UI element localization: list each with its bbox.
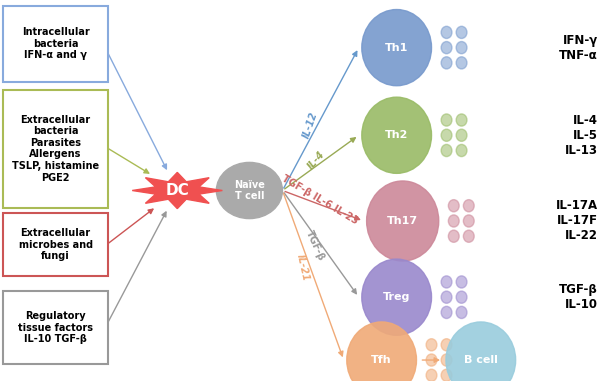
Ellipse shape [426, 339, 437, 351]
Text: Extracellular
bacteria
Parasites
Allergens
TSLP, histamine
PGE2: Extracellular bacteria Parasites Allerge… [12, 115, 99, 182]
Ellipse shape [463, 230, 474, 242]
Ellipse shape [456, 26, 467, 38]
Ellipse shape [441, 129, 452, 141]
Ellipse shape [441, 306, 452, 319]
Ellipse shape [456, 144, 467, 157]
Text: DC: DC [165, 183, 189, 198]
Text: TGF-β: TGF-β [304, 229, 326, 262]
Ellipse shape [441, 276, 452, 288]
Ellipse shape [441, 57, 452, 69]
Text: Th17: Th17 [387, 216, 418, 226]
Ellipse shape [441, 291, 452, 303]
Ellipse shape [441, 369, 452, 381]
Text: IL-12: IL-12 [301, 110, 319, 139]
Ellipse shape [441, 339, 452, 351]
Text: IL-17A
IL-17F
IL-22: IL-17A IL-17F IL-22 [556, 200, 598, 242]
Ellipse shape [448, 215, 459, 227]
Ellipse shape [456, 291, 467, 303]
Text: TGF-β IL-6 IL-23: TGF-β IL-6 IL-23 [279, 174, 359, 226]
Ellipse shape [456, 306, 467, 319]
Ellipse shape [367, 181, 439, 261]
Ellipse shape [448, 200, 459, 212]
FancyBboxPatch shape [3, 213, 108, 276]
Ellipse shape [463, 200, 474, 212]
Ellipse shape [441, 354, 452, 366]
Ellipse shape [347, 322, 416, 381]
Text: Intracellular
bacteria
IFN-α and γ: Intracellular bacteria IFN-α and γ [22, 27, 90, 61]
Text: Th1: Th1 [385, 43, 408, 53]
Ellipse shape [426, 354, 437, 366]
Ellipse shape [456, 114, 467, 126]
Text: TGF-β
IL-10: TGF-β IL-10 [560, 283, 598, 311]
Ellipse shape [441, 144, 452, 157]
Text: Th2: Th2 [385, 130, 408, 140]
Ellipse shape [362, 97, 432, 173]
Ellipse shape [362, 259, 432, 335]
Ellipse shape [362, 10, 432, 86]
FancyBboxPatch shape [3, 291, 108, 364]
Ellipse shape [456, 57, 467, 69]
Ellipse shape [426, 369, 437, 381]
Text: IL-4
IL-5
IL-13: IL-4 IL-5 IL-13 [565, 114, 598, 157]
Text: Naïve
T cell: Naïve T cell [234, 180, 265, 201]
Text: Extracellular
microbes and
fungi: Extracellular microbes and fungi [19, 228, 93, 261]
FancyBboxPatch shape [3, 6, 108, 82]
FancyBboxPatch shape [3, 90, 108, 208]
Text: IL-21: IL-21 [295, 253, 311, 282]
Ellipse shape [441, 42, 452, 54]
Text: IL-4: IL-4 [305, 149, 327, 171]
Text: Tfh: Tfh [371, 355, 392, 365]
Ellipse shape [216, 162, 282, 219]
Ellipse shape [463, 215, 474, 227]
Text: B cell: B cell [464, 355, 498, 365]
Text: IFN-γ
TNF-α: IFN-γ TNF-α [560, 34, 598, 62]
Polygon shape [132, 172, 222, 209]
Ellipse shape [446, 322, 516, 381]
Ellipse shape [448, 230, 459, 242]
Text: Treg: Treg [383, 292, 410, 302]
Ellipse shape [456, 42, 467, 54]
Text: Regulatory
tissue factors
IL-10 TGF-β: Regulatory tissue factors IL-10 TGF-β [18, 311, 93, 344]
Ellipse shape [441, 114, 452, 126]
Ellipse shape [456, 129, 467, 141]
Ellipse shape [456, 276, 467, 288]
Ellipse shape [441, 26, 452, 38]
